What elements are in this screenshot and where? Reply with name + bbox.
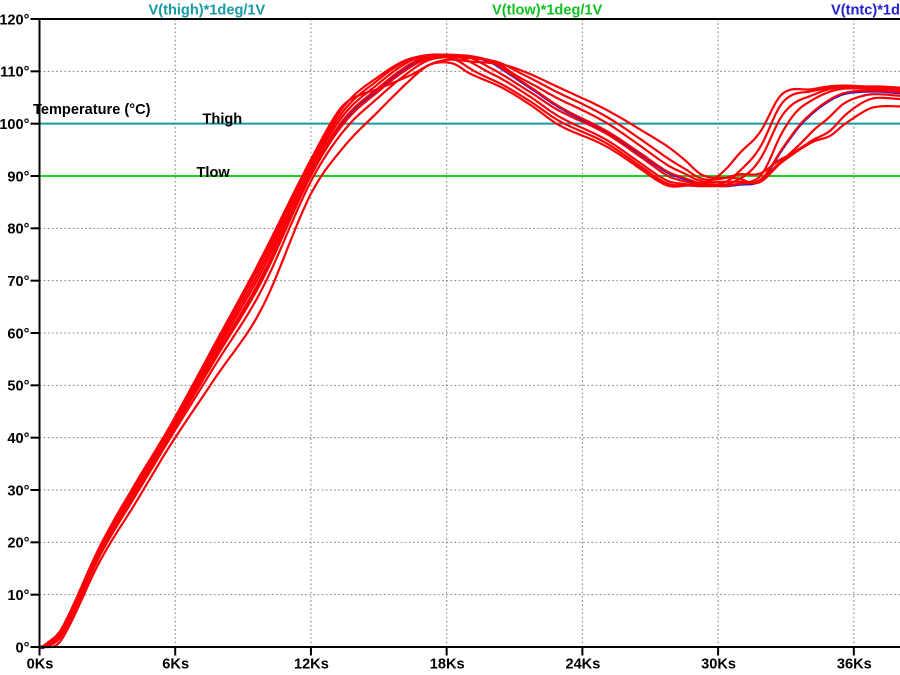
svg-text:40°: 40° bbox=[7, 431, 29, 447]
svg-text:12Ks: 12Ks bbox=[294, 657, 329, 673]
svg-text:20°: 20° bbox=[7, 536, 29, 552]
svg-text:36Ks: 36Ks bbox=[837, 657, 872, 673]
svg-text:70°: 70° bbox=[7, 274, 29, 290]
svg-text:V(tlow)*1deg/1V: V(tlow)*1deg/1V bbox=[492, 3, 603, 19]
svg-text:60°: 60° bbox=[7, 326, 29, 342]
svg-text:V(thigh)*1deg/1V: V(thigh)*1deg/1V bbox=[149, 3, 266, 19]
svg-text:18Ks: 18Ks bbox=[430, 657, 465, 673]
svg-text:80°: 80° bbox=[7, 222, 29, 238]
svg-text:Temperature (°C): Temperature (°C) bbox=[33, 102, 151, 118]
svg-text:0Ks: 0Ks bbox=[27, 657, 54, 673]
svg-text:30°: 30° bbox=[7, 483, 29, 499]
svg-text:6Ks: 6Ks bbox=[162, 657, 189, 673]
svg-text:120°: 120° bbox=[0, 12, 30, 28]
svg-text:110°: 110° bbox=[0, 65, 30, 81]
svg-text:0°: 0° bbox=[16, 640, 30, 656]
svg-text:Thigh: Thigh bbox=[203, 112, 243, 128]
svg-text:30Ks: 30Ks bbox=[701, 657, 736, 673]
svg-text:90°: 90° bbox=[7, 169, 29, 185]
svg-text:10°: 10° bbox=[7, 588, 29, 604]
svg-text:Tlow: Tlow bbox=[197, 165, 231, 181]
svg-text:V(tntc)*1deg/1V: V(tntc)*1deg/1V bbox=[831, 3, 900, 19]
svg-text:100°: 100° bbox=[0, 117, 30, 133]
svg-text:50°: 50° bbox=[7, 379, 29, 395]
svg-text:24Ks: 24Ks bbox=[565, 657, 600, 673]
